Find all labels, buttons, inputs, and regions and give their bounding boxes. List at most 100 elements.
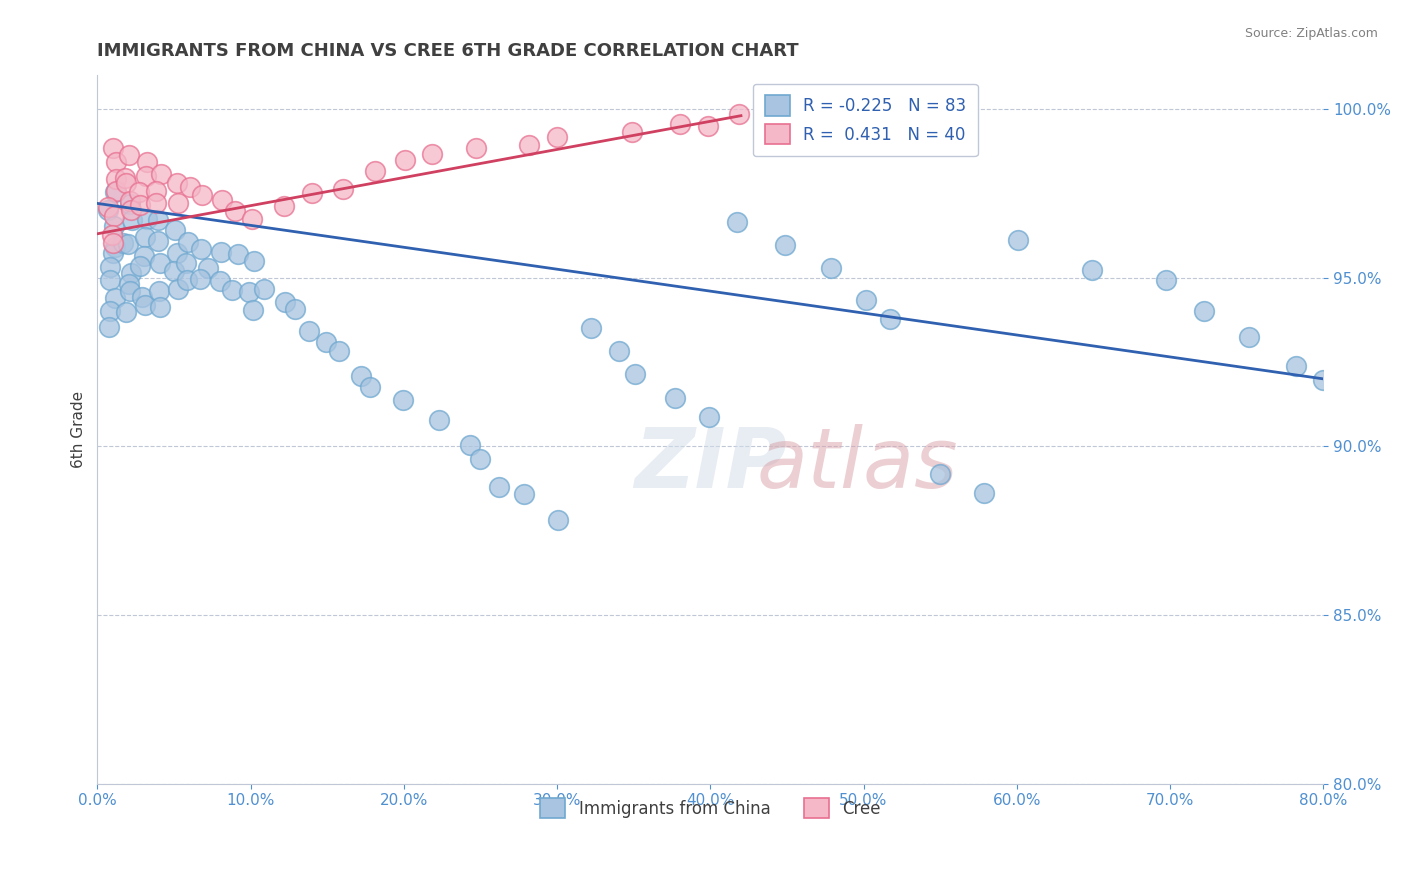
Point	[513, 487, 536, 501]
Point	[465, 141, 488, 155]
Point	[668, 117, 690, 131]
Point	[104, 185, 127, 199]
Legend: Immigrants from China, Cree: Immigrants from China, Cree	[533, 791, 887, 825]
Point	[118, 277, 141, 292]
Point	[274, 295, 297, 310]
Point	[114, 170, 136, 185]
Point	[1154, 273, 1177, 287]
Point	[104, 185, 127, 199]
Point	[725, 214, 748, 228]
Point	[97, 320, 120, 334]
Point	[101, 235, 124, 250]
Point	[98, 273, 121, 287]
Point	[546, 129, 568, 144]
Point	[427, 413, 450, 427]
Point	[166, 246, 188, 260]
Point	[243, 253, 266, 268]
Point	[211, 193, 233, 207]
Point	[132, 249, 155, 263]
Point	[166, 282, 188, 296]
Y-axis label: 6th Grade: 6th Grade	[72, 391, 86, 468]
Point	[224, 203, 246, 218]
Point	[104, 240, 127, 254]
Point	[167, 195, 190, 210]
Point	[973, 486, 995, 500]
Text: atlas: atlas	[756, 425, 959, 506]
Point	[547, 512, 569, 526]
Point	[163, 264, 186, 278]
Point	[190, 188, 212, 202]
Point	[146, 234, 169, 248]
Point	[176, 235, 198, 249]
Point	[209, 245, 232, 260]
Point	[128, 185, 150, 199]
Point	[131, 290, 153, 304]
Point	[179, 180, 201, 194]
Point	[238, 285, 260, 299]
Point	[458, 438, 481, 452]
Point	[134, 298, 156, 312]
Point	[118, 194, 141, 209]
Point	[149, 256, 172, 270]
Point	[468, 452, 491, 467]
Point	[391, 393, 413, 408]
Point	[1285, 359, 1308, 373]
Point	[129, 259, 152, 273]
Point	[104, 291, 127, 305]
Point	[128, 197, 150, 211]
Point	[1237, 330, 1260, 344]
Point	[1081, 262, 1104, 277]
Point	[332, 182, 354, 196]
Point	[136, 212, 159, 227]
Point	[118, 196, 141, 211]
Point	[145, 184, 167, 198]
Point	[197, 261, 219, 276]
Point	[284, 302, 307, 317]
Point	[621, 125, 644, 139]
Point	[145, 196, 167, 211]
Text: Source: ZipAtlas.com: Source: ZipAtlas.com	[1244, 27, 1378, 40]
Point	[488, 480, 510, 494]
Point	[120, 266, 142, 280]
Text: ZIP: ZIP	[634, 425, 786, 506]
Point	[394, 153, 416, 168]
Text: IMMIGRANTS FROM CHINA VS CREE 6TH GRADE CORRELATION CHART: IMMIGRANTS FROM CHINA VS CREE 6TH GRADE …	[97, 42, 799, 60]
Point	[273, 199, 295, 213]
Point	[176, 273, 198, 287]
Point	[623, 367, 645, 381]
Point	[664, 391, 686, 405]
Point	[855, 293, 877, 307]
Point	[301, 186, 323, 200]
Point	[364, 164, 387, 178]
Point	[190, 242, 212, 256]
Point	[98, 260, 121, 275]
Point	[148, 284, 170, 298]
Point	[1007, 233, 1029, 247]
Point	[101, 246, 124, 260]
Point	[350, 368, 373, 383]
Point	[728, 107, 751, 121]
Point	[190, 272, 212, 286]
Point	[820, 261, 842, 276]
Point	[359, 380, 381, 394]
Point	[607, 344, 630, 359]
Point	[315, 334, 337, 349]
Point	[581, 320, 603, 334]
Point	[242, 303, 264, 318]
Point	[117, 237, 139, 252]
Point	[135, 155, 157, 169]
Point	[120, 202, 142, 217]
Point	[115, 305, 138, 319]
Point	[121, 212, 143, 227]
Point	[879, 312, 901, 326]
Point	[1312, 373, 1334, 387]
Point	[221, 283, 243, 297]
Point	[115, 177, 138, 191]
Point	[928, 467, 950, 482]
Point	[103, 219, 125, 233]
Point	[98, 303, 121, 318]
Point	[135, 169, 157, 183]
Point	[97, 200, 120, 214]
Point	[298, 324, 321, 338]
Point	[209, 275, 232, 289]
